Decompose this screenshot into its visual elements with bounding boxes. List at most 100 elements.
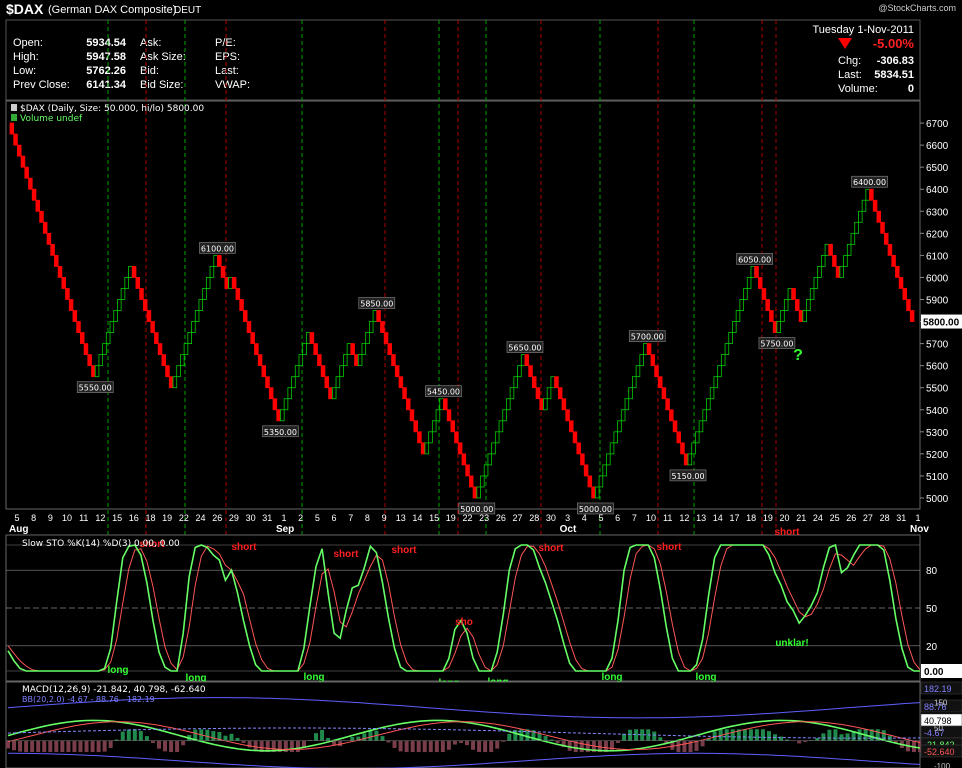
renko-brick-up [487, 453, 493, 466]
sto-long-label: long [601, 672, 622, 683]
renko-brick-up [732, 321, 737, 333]
renko-brick-up [861, 199, 867, 212]
macd-histogram-bar [440, 740, 445, 753]
macd-histogram-bar [839, 734, 844, 741]
macd-histogram-bar [875, 729, 880, 741]
renko-brick-down [791, 288, 796, 300]
date-tick-label: 3 [565, 513, 570, 523]
macd-histogram-bar [688, 740, 693, 753]
macd-histogram-bar [706, 738, 711, 741]
macd-histogram-bar [398, 740, 403, 752]
macd-histogram-bar [567, 740, 572, 751]
renko-brick-up [550, 376, 556, 389]
legend-swatch [11, 104, 17, 111]
date-axis: 5 8 9 10 11 12 15 16 18 19 22 24 26 29 30 31 1 2 5 6 7 8 9 13 14… [9, 513, 929, 535]
price-tick-label: 6700 [926, 119, 949, 130]
date-tick-label: 19 [162, 513, 172, 523]
renko-brick-down [683, 453, 689, 466]
macd-panel: 182.1988.7640.798-4.67-21.842-52.640-100… [5, 681, 962, 768]
renko-brick-up [357, 354, 363, 367]
renko-brick-up [343, 354, 348, 367]
macd-histogram-bar [72, 740, 77, 753]
renko-brick-down [254, 343, 259, 356]
macd-histogram-bar [150, 740, 155, 743]
renko-brick-down [354, 354, 359, 367]
macd-histogram-bar [857, 729, 862, 741]
renko-brick-down [654, 365, 659, 378]
legend-text: $DAX (Daily, Size: 50.000, hi/lo) 5800.0… [20, 104, 204, 114]
macd-drawing: 182.1988.7640.798-4.67-21.842-52.640-100… [6, 681, 962, 768]
macd-histogram-bar [869, 729, 874, 741]
macd-histogram-bar [60, 740, 65, 753]
renko-brick-down [891, 254, 896, 267]
macd-histogram-bar [803, 740, 808, 743]
symbol[interactable]: $DAX [6, 1, 44, 17]
renko-brick-down [580, 453, 585, 466]
macd-histogram-bar [833, 729, 838, 741]
renko-brick-down [50, 243, 55, 256]
renko-brick-down [765, 299, 770, 311]
price-label: 5450.00 [427, 388, 460, 397]
macd-histogram-bar [138, 731, 143, 741]
macd-histogram-bar [694, 740, 699, 751]
renko-brick-down [161, 354, 166, 367]
renko-brick-down [446, 409, 452, 422]
renko-brick-up [813, 277, 819, 289]
macd-histogram-bar [229, 733, 234, 741]
macd-histogram-bar [338, 740, 343, 747]
question-mark-annotation: ? [793, 347, 803, 364]
price-tick-label: 5500 [926, 384, 949, 395]
renko-brick-up [702, 409, 707, 422]
quote-label: Bid Size: [140, 79, 183, 91]
quote-value: 5934.54 [86, 37, 127, 49]
renko-brick-up [291, 376, 296, 389]
date-tick-label: 10 [646, 513, 656, 523]
price-label-box [425, 385, 462, 398]
renko-brick-up [746, 277, 752, 289]
quote-value: 5762.26 [86, 65, 126, 77]
renko-brick-down [761, 288, 767, 300]
renko-brick-down [524, 354, 530, 367]
renko-brick-up [117, 299, 122, 311]
renko-brick-up [606, 453, 611, 466]
price-label: 5700.00 [631, 333, 664, 342]
macd-histogram-bar [332, 740, 337, 746]
date-tick-label: 9 [48, 513, 53, 523]
renko-brick-up [172, 376, 178, 389]
price-label-box [851, 175, 888, 188]
renko-brick-down [79, 332, 85, 345]
renko-brick-up [817, 266, 822, 278]
renko-brick-up [180, 354, 185, 367]
date-tick-label: 18 [746, 513, 756, 523]
renko-brick-up [198, 299, 204, 311]
macd-histogram-bar [640, 729, 645, 741]
renko-brick-down [268, 387, 274, 400]
renko-brick-up [194, 310, 200, 322]
renko-brick-up [735, 310, 741, 322]
renko-brick-down [417, 431, 422, 444]
price-tick-label: 6500 [926, 163, 949, 174]
renko-brick-up [368, 321, 374, 333]
price-label-box [577, 502, 614, 515]
sto-k-line [7, 543, 920, 672]
renko-brick-down [650, 354, 656, 367]
renko-brick-up [809, 288, 815, 300]
renko-brick-up [202, 288, 207, 300]
date-tick-label: 31 [262, 513, 272, 523]
macd-histogram-bar [301, 740, 306, 748]
renko-brick-up [191, 321, 196, 333]
quote-label: Volume: [838, 83, 878, 95]
quote-label: High: [13, 51, 39, 63]
renko-brick-down [772, 321, 778, 333]
date-tick-label: 6 [615, 513, 620, 523]
macd-histogram-bar [30, 740, 35, 753]
renko-brick-down [902, 288, 907, 300]
renko-brick-down [450, 420, 455, 433]
quote-label: Prev Close: [13, 79, 70, 91]
renko-brick-down [535, 387, 541, 400]
macd-histogram-bar [422, 740, 427, 753]
date-tick-label: 18 [145, 513, 155, 523]
copyright[interactable]: @StockCharts.com [878, 3, 956, 13]
date-tick-label: 23 [479, 513, 489, 523]
